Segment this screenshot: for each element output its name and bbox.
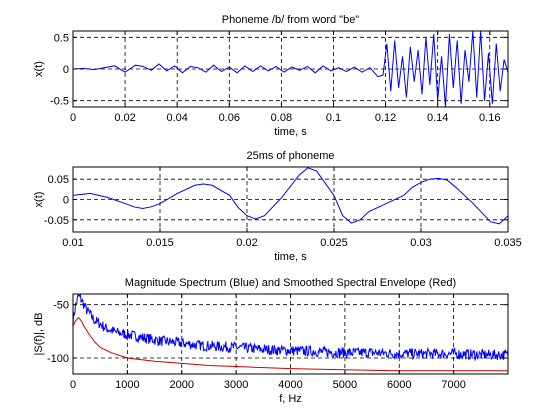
zoomed-waveform-x-tick-label: 0.025 [320,237,348,249]
spectrum-x-tick-label: 2000 [170,379,194,391]
zoomed-waveform-y-axis-label: x(t) [33,192,45,208]
spectrum-x-tick-label: 5000 [333,379,357,391]
spectrum-series-line-1 [73,316,508,372]
spectrum-x-axis-label: f, Hz [279,393,302,405]
spectrum-y-tick-label: -50 [53,300,69,312]
spectrum-x-tick-label: 7000 [441,379,465,391]
spectrum-y-tick-label: -100 [47,353,69,365]
waveform-x-tick-label: 0.12 [375,112,396,124]
zoomed-waveform-x-tick-label: 0.01 [62,237,83,249]
waveform-x-tick-label: 0 [70,112,76,124]
waveform-y-tick-label: -0.5 [50,96,69,108]
spectrum-x-tick-label: 1000 [115,379,139,391]
waveform-y-axis-label: x(t) [33,61,45,77]
spectrum-title: Magnitude Spectrum (Blue) and Smoothed S… [125,277,456,289]
waveform-x-tick-label: 0.04 [166,112,187,124]
spectrum-plot-area [72,293,509,375]
zoomed-waveform-x-tick-label: 0.02 [236,237,257,249]
zoomed-waveform-x-tick-label: 0.035 [494,237,522,249]
zoomed-waveform-x-axis-label: time, s [274,251,307,263]
zoomed-waveform-x-tick-label: 0.015 [146,237,174,249]
zoomed-waveform-y-tick-label: 0 [63,195,69,207]
waveform-x-tick-label: 0.1 [326,112,341,124]
waveform-axes: 0 0.02 0.04 0.06 0.08 0.1 0.12 0.14 0.16-0.500.5… [33,14,509,138]
spectrum-axes: 0 1000 2000 3000 4000 5000 6000 7000 -100 -50 Magn… [33,277,509,405]
spectrum-series-line-0 [73,294,508,362]
waveform-x-tick-label: 0.14 [427,112,448,124]
spectrum-x-tick-label: 3000 [224,379,248,391]
waveform-x-axis-label: time, s [274,126,307,138]
waveform-title: Phoneme /b/ from word "be" [222,14,360,26]
waveform-x-tick-label: 0.16 [479,112,500,124]
zoomed-waveform-y-tick-label: 0.05 [48,174,69,186]
zoomed-waveform-series-line-0 [73,167,508,225]
waveform-y-tick-label: 0 [63,64,69,76]
spectrum-y-axis-label: |S(f)|, dB [33,312,45,355]
spectrum-x-tick-label: 6000 [387,379,411,391]
zoomed-waveform-y-tick-label: -0.05 [44,215,69,227]
zoomed-waveform-title: 25ms of phoneme [246,150,334,162]
zoomed-waveform-x-tick-label: 0.03 [410,237,431,249]
spectrum-x-tick-label: 0 [70,379,76,391]
spectrum-x-tick-label: 4000 [278,379,302,391]
waveform-x-tick-label: 0.06 [219,112,240,124]
waveform-x-tick-label: 0.08 [271,112,292,124]
zoomed-waveform-axes: 0.01 0.015 0.02 0.025 0.03 0.035 -0.05 0 0.05 25m… [33,150,522,263]
waveform-y-tick-label: 0.5 [54,32,69,44]
waveform-x-tick-label: 0.02 [114,112,135,124]
waveform-series-line-0 [73,31,508,107]
